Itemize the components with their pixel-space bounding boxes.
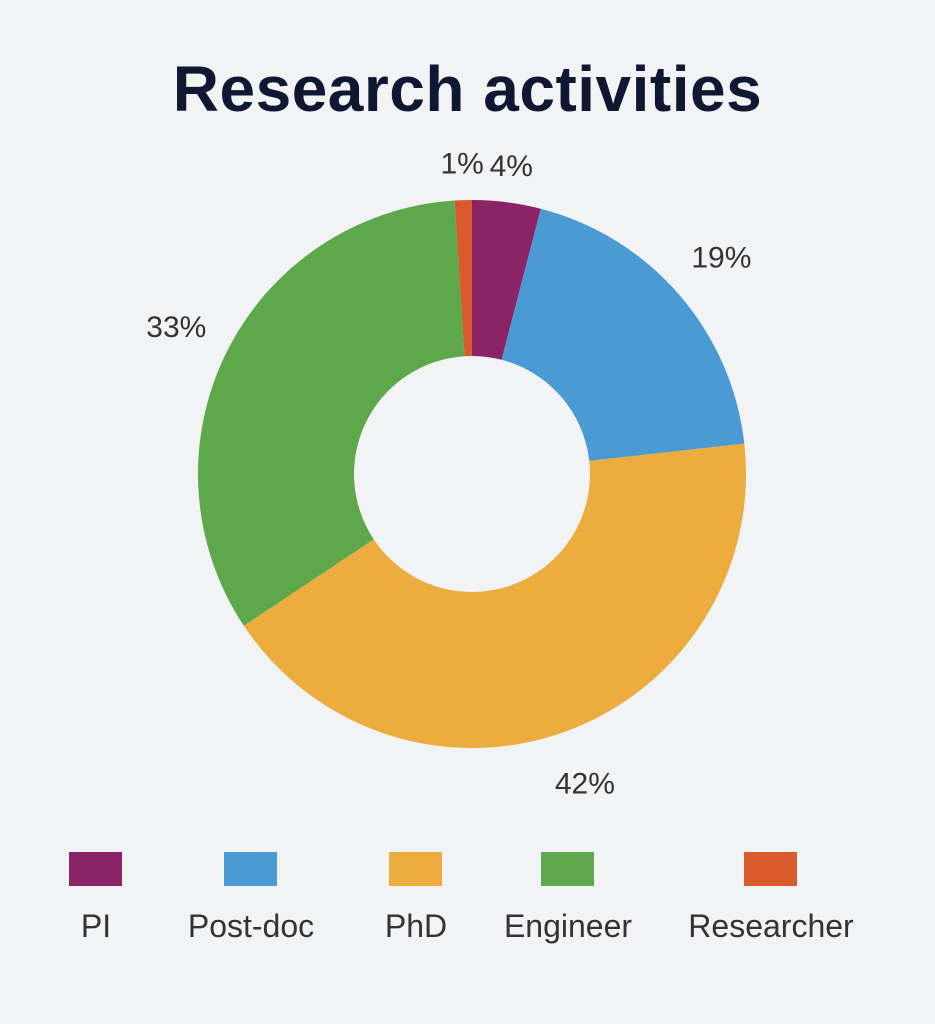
legend-swatch-pi [69,852,122,886]
legend-label-post-doc: Post-doc [187,908,315,944]
legend-label-phd: PhD [384,908,448,944]
legend-swatch-phd [389,852,442,886]
data-label-post-doc: 19% [691,241,751,274]
data-label-engineer: 33% [146,311,206,344]
slice-phd [243,443,747,749]
legend-label-pi: PI [80,908,112,944]
slice-post-doc [501,208,745,461]
slice-researcher [454,200,472,357]
legend-swatch-researcher [744,852,797,886]
slice-pi [472,200,541,360]
data-label-researcher: 1% [440,148,483,181]
data-label-pi: 4% [490,150,533,183]
chart-title: Research activities [172,53,763,125]
legend-swatch-post-doc [224,852,277,886]
labels-group: 4% 19% 42% 33% 1% [146,148,751,801]
data-label-phd: 42% [555,768,615,801]
slices-group [197,200,747,749]
legend-label-engineer: Engineer [503,908,633,944]
slice-engineer [197,200,465,626]
legend-swatch-engineer [541,852,594,886]
legend-label-researcher: Researcher [688,908,854,944]
